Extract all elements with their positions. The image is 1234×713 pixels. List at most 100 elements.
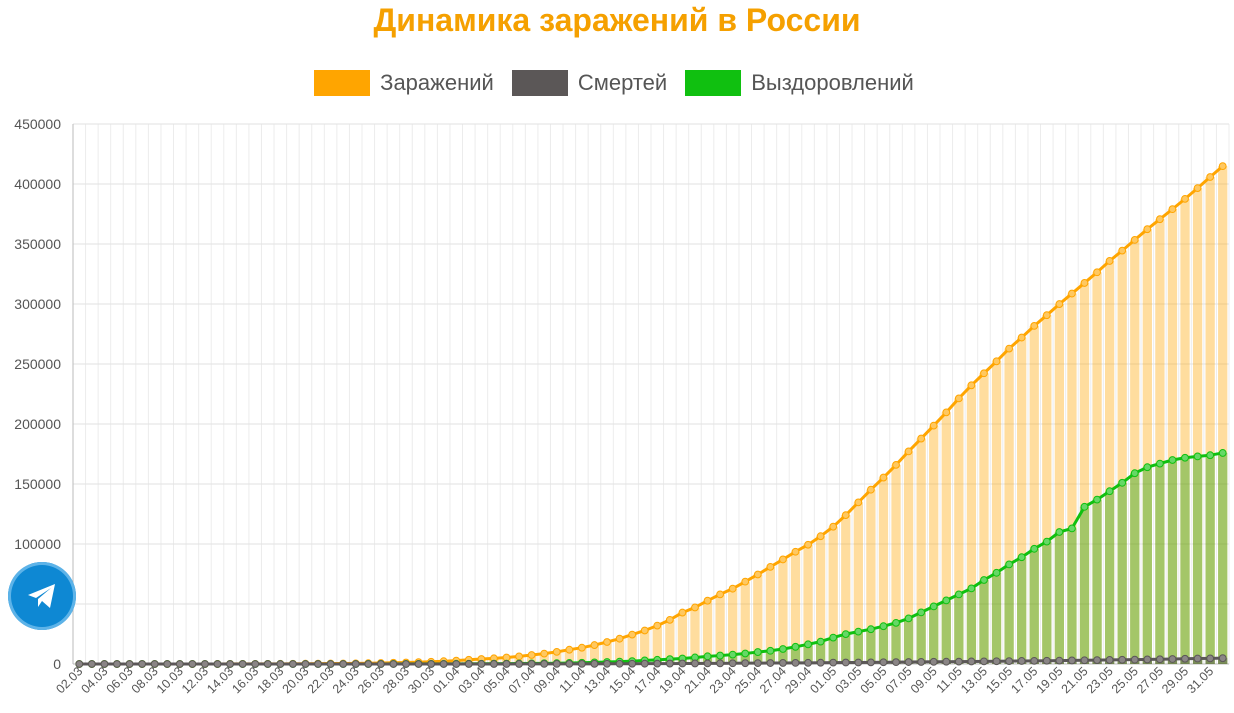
point-infections bbox=[728, 584, 737, 593]
x-tick-label: 13.05 bbox=[958, 664, 990, 696]
point-recoveries bbox=[942, 596, 951, 605]
y-tick-label: 450000 bbox=[14, 116, 61, 132]
x-tick-label: 01.04 bbox=[430, 664, 462, 696]
legend-item-deaths[interactable]: Смертей bbox=[511, 70, 667, 96]
point-recoveries bbox=[804, 640, 812, 649]
x-tick-label: 05.04 bbox=[481, 664, 513, 696]
bar-recoveries bbox=[853, 631, 863, 664]
bar-infections bbox=[1130, 239, 1140, 664]
y-tick-label: 250000 bbox=[14, 356, 61, 372]
point-infections bbox=[1181, 194, 1189, 203]
point-recoveries bbox=[728, 650, 737, 659]
bar-infections bbox=[753, 574, 763, 664]
point-recoveries bbox=[1055, 528, 1064, 536]
point-deaths bbox=[540, 660, 549, 668]
point-deaths bbox=[1193, 654, 1202, 663]
bar-recoveries bbox=[903, 618, 914, 664]
point-recoveries bbox=[892, 618, 900, 627]
bar-recoveries bbox=[916, 612, 926, 664]
point-deaths bbox=[502, 660, 511, 668]
legend-swatch-infections bbox=[314, 70, 371, 96]
bar-infections bbox=[790, 551, 801, 664]
bar-infections bbox=[1042, 315, 1052, 664]
point-deaths bbox=[427, 660, 436, 668]
bar-infections bbox=[715, 594, 725, 664]
point-deaths bbox=[816, 658, 825, 667]
bar-infections bbox=[614, 638, 625, 664]
point-deaths bbox=[301, 660, 310, 668]
point-infections bbox=[1218, 162, 1227, 171]
point-deaths bbox=[175, 660, 184, 668]
x-tick-label: 11.04 bbox=[557, 664, 588, 695]
bar-infections bbox=[652, 625, 662, 664]
point-infections bbox=[866, 485, 875, 494]
point-deaths bbox=[640, 659, 649, 668]
legend-item-infections[interactable]: Заражений bbox=[314, 70, 494, 96]
point-deaths bbox=[954, 657, 963, 666]
point-infections bbox=[1168, 205, 1177, 214]
legend-item-recoveries[interactable]: Выздоровлений bbox=[685, 70, 914, 96]
point-deaths bbox=[288, 660, 297, 668]
point-infections bbox=[929, 421, 938, 430]
point-recoveries bbox=[1143, 463, 1152, 472]
bar-infections bbox=[526, 655, 537, 664]
point-deaths bbox=[238, 660, 247, 668]
x-tick-label: 01.05 bbox=[807, 664, 839, 696]
bar-recoveries bbox=[841, 634, 851, 664]
x-tick-label: 31.05 bbox=[1184, 664, 1216, 696]
legend-label-infections: Заражений bbox=[380, 70, 494, 95]
point-recoveries bbox=[967, 584, 976, 593]
bar-infections bbox=[979, 373, 989, 664]
point-deaths bbox=[791, 659, 800, 667]
bar-infections bbox=[1205, 176, 1215, 664]
point-infections bbox=[992, 357, 1001, 366]
bar-infections bbox=[1192, 188, 1203, 665]
bar-infections bbox=[941, 412, 951, 664]
x-tick-label: 28.03 bbox=[380, 664, 412, 696]
bar-infections bbox=[765, 566, 776, 664]
bar-recoveries bbox=[1218, 452, 1228, 664]
bar-recoveries bbox=[1155, 463, 1165, 664]
point-infections bbox=[804, 540, 812, 549]
point-deaths bbox=[603, 659, 611, 668]
point-recoveries bbox=[841, 630, 850, 638]
point-infections bbox=[841, 511, 850, 520]
point-infections bbox=[515, 652, 523, 661]
x-tick-label: 16.03 bbox=[229, 664, 261, 696]
bar-infections bbox=[1004, 348, 1014, 664]
point-infections bbox=[640, 626, 649, 635]
point-recoveries bbox=[1155, 459, 1164, 468]
x-tick-label: 29.04 bbox=[782, 664, 814, 696]
point-deaths bbox=[364, 660, 373, 668]
bar-recoveries bbox=[979, 580, 989, 664]
x-tick-label: 13.04 bbox=[581, 664, 613, 696]
bar-recoveries bbox=[1067, 528, 1077, 664]
x-tick-label: 09.05 bbox=[908, 664, 940, 696]
point-deaths bbox=[879, 658, 888, 667]
point-deaths bbox=[75, 660, 84, 668]
bar-infections bbox=[841, 515, 851, 664]
telegram-plane-icon bbox=[28, 584, 55, 608]
point-deaths bbox=[804, 658, 812, 667]
bar-infections bbox=[1218, 166, 1228, 664]
point-deaths bbox=[691, 659, 699, 668]
bar-infections bbox=[828, 526, 838, 664]
bar-recoveries bbox=[878, 626, 889, 664]
bar-infections bbox=[1180, 198, 1190, 664]
point-deaths bbox=[326, 660, 335, 668]
legend-label-recoveries: Выздоровлений bbox=[751, 70, 914, 95]
x-tick-label: 22.03 bbox=[305, 664, 337, 696]
point-recoveries bbox=[854, 627, 863, 636]
telegram-share-button[interactable] bbox=[8, 562, 76, 630]
point-recoveries bbox=[992, 568, 1001, 577]
point-deaths bbox=[376, 660, 385, 668]
point-recoveries bbox=[703, 652, 712, 661]
x-tick-label: 04.03 bbox=[79, 664, 111, 696]
point-infections bbox=[665, 615, 674, 624]
legend-swatch-deaths bbox=[511, 70, 568, 96]
x-tick-label: 27.05 bbox=[1134, 664, 1166, 696]
y-tick-label: 400000 bbox=[14, 176, 61, 192]
bar-recoveries bbox=[954, 594, 964, 664]
bar-infections bbox=[878, 477, 889, 664]
y-tick-label: 350000 bbox=[14, 236, 61, 252]
